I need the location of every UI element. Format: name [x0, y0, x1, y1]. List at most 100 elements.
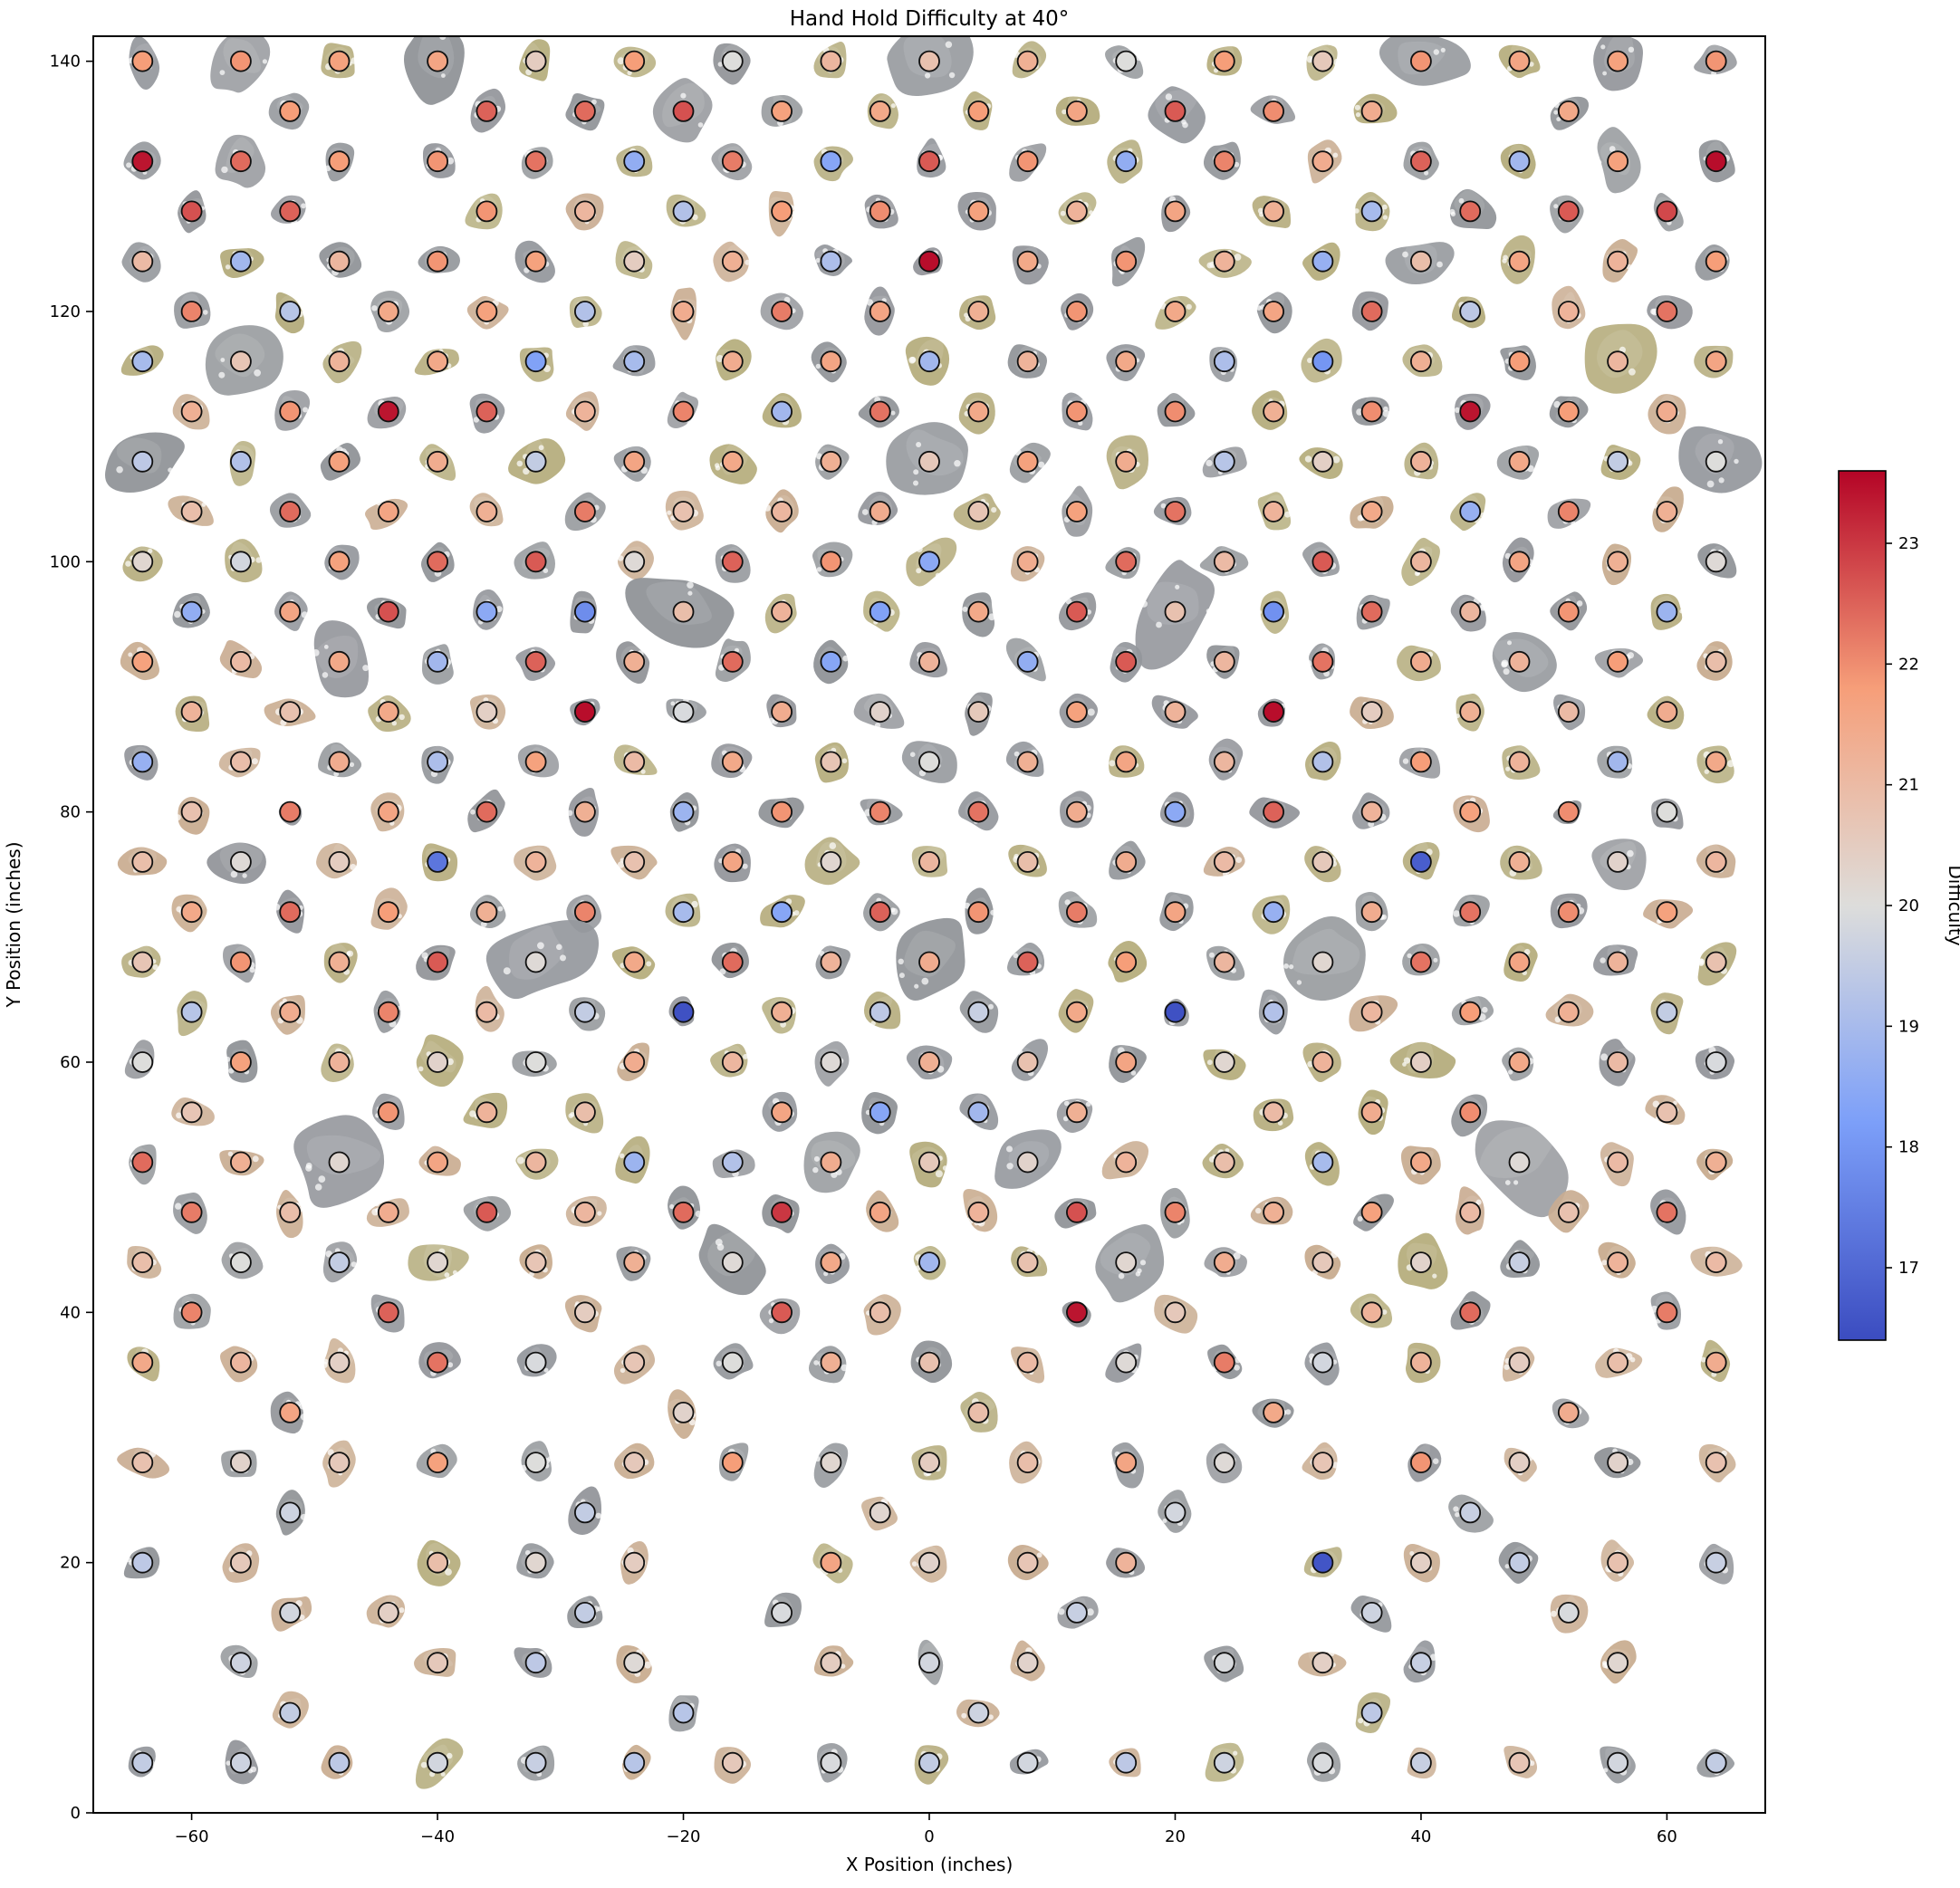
bolt-hole-icon: [1006, 1145, 1013, 1153]
difficulty-point: [1016, 150, 1039, 173]
hold-marker: [1358, 1089, 1388, 1136]
difficulty-point: [1164, 400, 1187, 423]
hold-marker: [1159, 791, 1195, 828]
hold-marker: [319, 242, 362, 278]
hold-marker: [812, 541, 853, 578]
bolt-hole-icon: [1482, 1006, 1488, 1013]
hold-marker: [1302, 1442, 1340, 1481]
difficulty-point: [377, 301, 399, 322]
bolt-hole-icon: [447, 1058, 454, 1066]
y-tick-label: 60: [60, 1053, 81, 1072]
bolt-hole-icon: [262, 59, 267, 64]
difficulty-point: [623, 250, 646, 273]
difficulty-point: [328, 1351, 351, 1374]
hold-marker: [570, 698, 600, 726]
hold-marker: [419, 444, 456, 481]
difficulty-point: [918, 250, 940, 273]
hold-marker: [814, 1040, 850, 1087]
bolt-hole-icon: [221, 166, 228, 174]
y-tick-label: 120: [50, 302, 81, 321]
difficulty-point: [623, 1452, 646, 1473]
difficulty-point: [131, 551, 154, 573]
hold-marker: [470, 88, 506, 133]
difficulty-point: [672, 701, 695, 723]
difficulty-point: [476, 901, 498, 924]
difficulty-point: [524, 1452, 547, 1473]
hold-marker: [467, 789, 505, 833]
difficulty-point: [1164, 301, 1187, 322]
bolt-hole-icon: [791, 211, 798, 217]
difficulty-point: [1016, 1452, 1039, 1473]
colorbar-ticks: 17 18 19 20 21 22 23: [1886, 534, 1919, 1278]
difficulty-point: [1557, 600, 1580, 623]
bolt-hole-icon: [351, 1261, 357, 1268]
difficulty-point: [623, 450, 646, 473]
difficulty-point: [574, 1301, 596, 1324]
difficulty-point: [869, 701, 891, 723]
bolt-hole-icon: [1553, 204, 1559, 209]
difficulty-point: [1459, 501, 1482, 522]
hold-marker: [618, 541, 654, 580]
x-tick-label: −40: [420, 1827, 455, 1846]
difficulty-point: [1705, 951, 1727, 973]
hold-marker: [1009, 143, 1047, 182]
hold-marker: [120, 641, 159, 681]
hold-marker: [1353, 93, 1398, 124]
hold-marker: [1206, 645, 1240, 679]
bolt-hole-icon: [627, 70, 632, 76]
hold-marker: [1062, 392, 1093, 431]
difficulty-point: [1607, 551, 1629, 573]
hold-marker: [715, 638, 751, 682]
difficulty-point: [574, 301, 596, 322]
bolt-hole-icon: [1402, 251, 1408, 258]
hold-marker: [514, 541, 556, 580]
difficulty-point: [869, 1301, 891, 1324]
difficulty-point: [1410, 1751, 1432, 1774]
difficulty-point: [771, 1201, 793, 1223]
hold-marker: [909, 1545, 947, 1583]
bolt-hole-icon: [1332, 455, 1340, 464]
hold-marker: [1110, 641, 1143, 683]
difficulty-point: [1263, 400, 1284, 423]
difficulty-point: [1705, 450, 1727, 473]
bolt-hole-icon: [1354, 104, 1360, 110]
difficulty-point: [574, 501, 596, 522]
hold-marker: [225, 539, 263, 583]
hold-marker: [1350, 495, 1394, 529]
bolt-hole-icon: [898, 973, 905, 979]
difficulty-point: [672, 1402, 695, 1423]
difficulty-point: [1557, 701, 1580, 723]
bolt-hole-icon: [273, 903, 281, 911]
hold-marker: [176, 190, 207, 234]
hold-marker: [1257, 698, 1286, 727]
difficulty-point: [377, 600, 399, 623]
hold-marker: [324, 142, 355, 182]
bolt-hole-icon: [445, 1568, 452, 1576]
hold-marker: [320, 443, 360, 481]
difficulty-point: [721, 1751, 744, 1774]
difficulty-point: [1410, 1652, 1432, 1674]
bolt-hole-icon: [399, 1607, 405, 1614]
hold-marker: [813, 1645, 854, 1677]
y-tick-label: 80: [60, 803, 81, 822]
bolt-hole-icon: [1704, 769, 1710, 774]
bolt-hole-icon: [1455, 714, 1460, 719]
bolt-hole-icon: [116, 465, 123, 474]
bolt-hole-icon: [1235, 857, 1243, 863]
bolt-hole-icon: [1480, 512, 1486, 519]
difficulty-point: [377, 501, 399, 522]
difficulty-point: [1016, 1051, 1039, 1073]
difficulty-point: [574, 1101, 596, 1124]
bolt-hole-icon: [1504, 1564, 1510, 1569]
difficulty-point: [1705, 1051, 1727, 1073]
hold-marker: [1157, 392, 1196, 427]
bolt-hole-icon: [525, 69, 533, 76]
bolt-hole-icon: [1652, 503, 1658, 509]
difficulty-point: [1459, 1301, 1482, 1324]
bolt-hole-icon: [768, 1318, 774, 1324]
hold-marker: [421, 644, 454, 685]
hold-marker: [1304, 1342, 1340, 1386]
difficulty-point: [180, 1201, 203, 1223]
difficulty-point: [1656, 400, 1678, 423]
